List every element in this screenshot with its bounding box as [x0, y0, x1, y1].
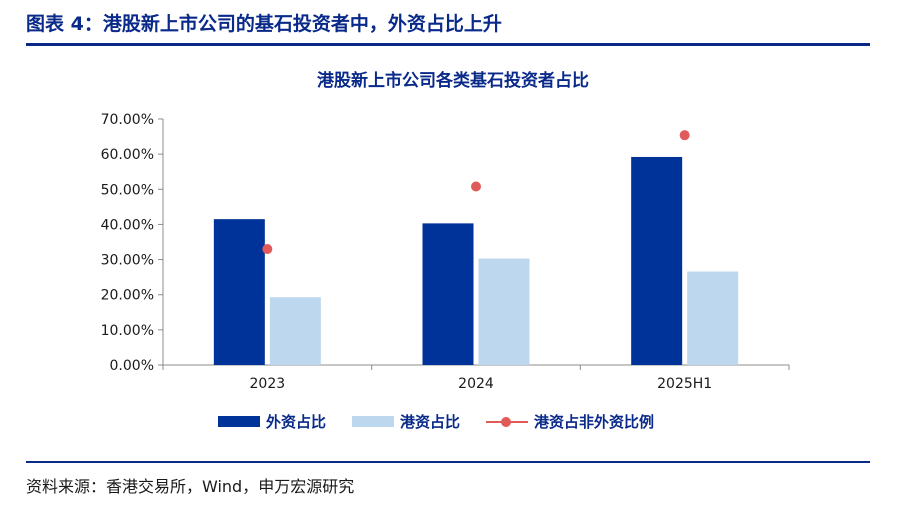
legend-label-hk: 港资占比	[400, 413, 461, 431]
bar-hk	[269, 297, 321, 365]
legend-label-hk-ratio: 港资占非外资比例	[534, 413, 655, 431]
bar-hk	[687, 271, 739, 365]
point-hk-ratio	[471, 181, 481, 192]
legend-label-foreign: 外资占比	[266, 413, 327, 431]
bar-foreign	[213, 219, 265, 365]
legend-item-foreign: 外资占比	[218, 411, 326, 432]
point-hk-ratio	[679, 130, 690, 141]
y-tick-label: 60.00%	[101, 147, 154, 163]
y-tick-label: 20.00%	[101, 288, 154, 304]
chart-title: 港股新上市公司各类基石投资者占比	[317, 71, 589, 91]
legend-swatch-foreign	[218, 416, 260, 427]
figure-title: 图表 4：港股新上市公司的基石投资者中，外资占比上升	[26, 13, 502, 35]
x-tick-label: 2025H1	[657, 376, 712, 392]
point-hk-ratio	[262, 244, 273, 255]
chart-legend: 外资占比 港资占比 港资占非外资比例	[218, 411, 680, 432]
x-tick-label: 2023	[250, 376, 286, 392]
bar-foreign	[631, 156, 683, 365]
y-tick-label: 50.00%	[101, 182, 154, 198]
title-divider	[26, 43, 870, 46]
y-tick-label: 70.00%	[101, 112, 154, 128]
y-tick-label: 40.00%	[101, 217, 154, 233]
y-tick-label: 30.00%	[101, 253, 154, 269]
bar-foreign	[422, 223, 474, 365]
y-tick-label: 0.00%	[110, 358, 154, 374]
legend-swatch-hk	[352, 416, 395, 427]
y-tick-label: 10.00%	[101, 323, 154, 339]
legend-swatch-hk-ratio	[486, 416, 529, 427]
source-note: 资料来源：香港交易所，Wind，申万宏源研究	[26, 477, 355, 496]
bar-hk	[478, 258, 530, 365]
legend-item-hk: 港资占比	[352, 411, 460, 432]
legend-item-hk-ratio: 港资占非外资比例	[486, 411, 654, 432]
x-tick-label: 2024	[458, 376, 494, 392]
source-divider	[26, 461, 870, 463]
